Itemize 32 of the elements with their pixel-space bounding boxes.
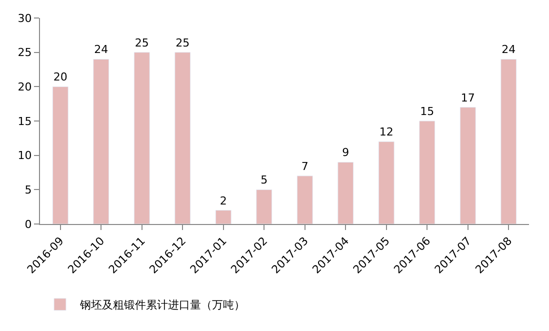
bar [174,52,191,224]
data-label: 12 [379,126,394,139]
data-label: 24 [94,43,108,56]
data-label: 9 [342,146,350,160]
bar [338,162,354,224]
y-tick-label: 0 [24,218,32,231]
bar [256,189,272,224]
bar [419,120,436,224]
bar [215,210,232,224]
bar [460,107,476,224]
data-label: 5 [260,174,268,187]
y-tick-label: 25 [18,46,32,60]
data-label: 20 [53,70,68,84]
bar [93,58,110,224]
y-tick-label: 15 [18,114,32,128]
bar [296,176,313,224]
legend-label: 钢坯及粗锻件累计进口量（万吨） [79,298,245,312]
data-label: 24 [502,43,516,56]
data-label: 25 [134,36,149,50]
bar [500,58,517,224]
data-label: 17 [460,91,475,104]
y-tick-label: 20 [18,80,32,94]
bar [52,86,68,224]
bar [134,52,150,224]
data-label: 25 [176,36,190,50]
data-label: 15 [420,105,434,118]
y-tick-label: 5 [24,184,32,197]
bar [378,141,394,224]
y-tick-label: 10 [18,149,32,162]
data-label: 7 [301,160,308,173]
y-tick-label: 30 [18,12,32,25]
data-label: 2 [220,194,227,208]
